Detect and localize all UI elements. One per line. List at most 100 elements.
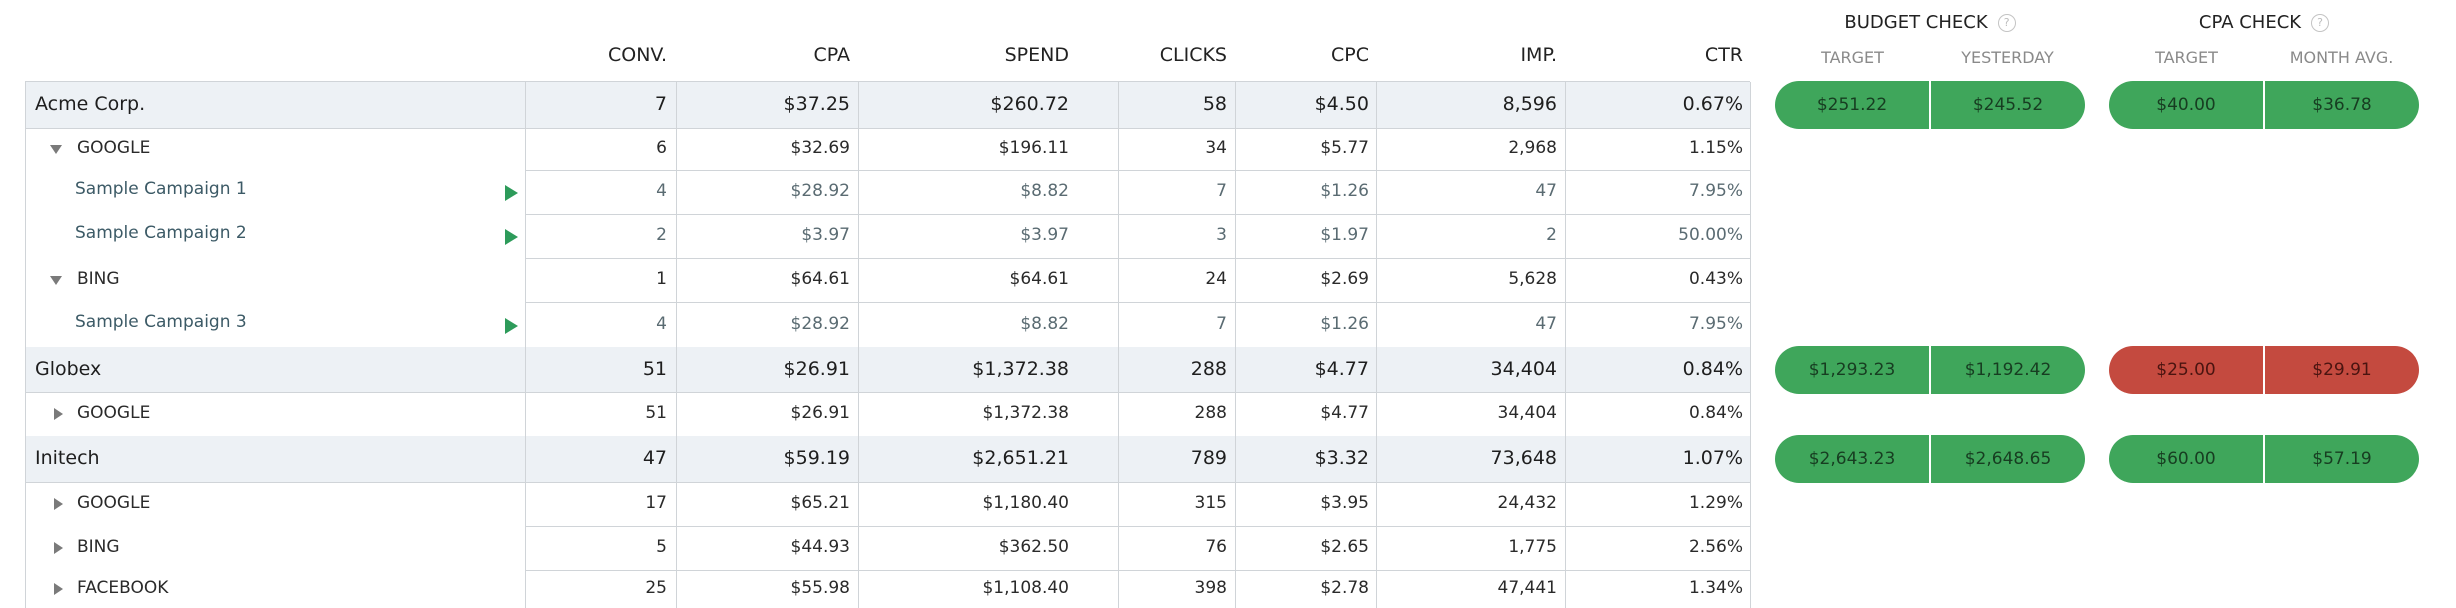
cell-imp: 47 [1535, 181, 1557, 202]
cell-cpa: $28.92 [790, 181, 850, 202]
column-divider [858, 436, 859, 482]
column-divider [1565, 347, 1566, 392]
column-divider [676, 128, 677, 170]
column-divider [858, 482, 859, 526]
column-divider [1235, 302, 1236, 347]
column-divider [1565, 214, 1566, 258]
column-divider [1235, 258, 1236, 302]
column-divider [1118, 82, 1119, 128]
cell-spend: $8.82 [1020, 181, 1069, 202]
network-name[interactable]: BING [77, 269, 120, 290]
cell-ctr: 1.34% [1688, 578, 1743, 599]
column-header-conv[interactable]: CONV. [607, 44, 667, 66]
cell-cpc: $1.26 [1320, 181, 1369, 202]
play-icon[interactable] [505, 185, 518, 201]
network-name[interactable]: GOOGLE [77, 138, 151, 159]
column-divider [1118, 526, 1119, 570]
cell-imp: 24,432 [1497, 493, 1557, 514]
column-divider [525, 302, 526, 347]
row-divider [525, 302, 1750, 303]
account-row[interactable] [25, 82, 1750, 128]
column-divider [1565, 392, 1566, 436]
network-name[interactable]: FACEBOOK [77, 578, 169, 599]
cell-imp: 5,628 [1508, 269, 1557, 290]
column-divider [1565, 302, 1566, 347]
caret-right-icon[interactable] [54, 408, 63, 420]
cell-clicks: 24 [1205, 269, 1227, 290]
column-divider [1750, 128, 1751, 170]
caret-down-icon[interactable] [50, 276, 62, 285]
column-divider [858, 170, 859, 214]
cell-cpc: $3.95 [1320, 493, 1369, 514]
cpa-target-value: $60.00 [2109, 435, 2263, 483]
cell-clicks: 7 [1216, 313, 1227, 334]
network-name[interactable]: GOOGLE [77, 493, 151, 514]
caret-right-icon[interactable] [54, 498, 63, 510]
cell-conv: 2 [656, 225, 667, 246]
cell-cpa: $44.93 [790, 537, 850, 558]
cell-spend: $196.11 [998, 138, 1069, 159]
cell-spend: $2,651.21 [972, 447, 1069, 470]
cell-cpc: $4.77 [1320, 403, 1369, 424]
budget-target-value: $2,643.23 [1775, 435, 1929, 483]
help-icon[interactable]: ? [2311, 14, 2330, 32]
campaign-name[interactable]: Sample Campaign 3 [75, 311, 247, 332]
caret-down-icon[interactable] [50, 145, 62, 154]
cell-conv: 51 [645, 403, 667, 424]
cell-conv: 4 [656, 313, 667, 334]
cell-cpc: $2.78 [1320, 578, 1369, 599]
column-header-imp[interactable]: IMP. [1520, 44, 1557, 66]
column-divider [858, 302, 859, 347]
column-divider [1118, 170, 1119, 214]
campaign-name[interactable]: Sample Campaign 1 [75, 179, 247, 200]
column-header-cpc[interactable]: CPC [1331, 44, 1369, 66]
table-top-border [25, 81, 1750, 82]
column-divider [1118, 570, 1119, 608]
cell-conv: 6 [656, 138, 667, 159]
column-divider [525, 128, 526, 170]
budget-target-subheader: TARGET [1821, 48, 1884, 67]
cell-clicks: 288 [1194, 403, 1227, 424]
account-row[interactable] [25, 436, 1750, 482]
column-divider [1376, 258, 1377, 302]
cpa-check-title: CPA CHECK? [2109, 12, 2419, 33]
column-divider [1376, 570, 1377, 608]
column-divider [858, 128, 859, 170]
column-divider [525, 214, 526, 258]
column-divider [676, 347, 677, 392]
cell-ctr: 1.15% [1688, 138, 1743, 159]
network-name[interactable]: GOOGLE [77, 403, 151, 424]
column-divider [25, 570, 26, 608]
column-divider [1118, 214, 1119, 258]
column-header-clicks[interactable]: CLICKS [1159, 44, 1227, 66]
caret-right-icon[interactable] [54, 542, 63, 554]
help-icon[interactable]: ? [1997, 14, 2016, 32]
column-divider [1750, 482, 1751, 526]
column-divider [676, 258, 677, 302]
column-divider [25, 302, 26, 347]
column-header-cpa[interactable]: CPA [813, 44, 850, 66]
cell-spend: $64.61 [1009, 269, 1069, 290]
cell-clicks: 398 [1194, 578, 1227, 599]
play-icon[interactable] [505, 229, 518, 245]
column-divider [858, 526, 859, 570]
cell-imp: 2 [1546, 225, 1557, 246]
cell-ctr: 0.84% [1688, 403, 1743, 424]
cell-cpa: $3.97 [801, 225, 850, 246]
play-icon[interactable] [505, 317, 518, 334]
cell-ctr: 0.67% [1682, 93, 1743, 116]
cell-conv: 25 [645, 578, 667, 599]
campaign-name[interactable]: Sample Campaign 2 [75, 223, 247, 244]
column-header-ctr[interactable]: CTR [1704, 44, 1743, 66]
cell-conv: 7 [654, 93, 667, 116]
cpa-month-avg-value: $57.19 [2263, 435, 2419, 483]
caret-right-icon[interactable] [54, 583, 63, 595]
account-name: Initech [35, 447, 100, 470]
account-row[interactable] [25, 347, 1750, 392]
row-divider [525, 526, 1750, 527]
budget-yesterday-value: $1,192.42 [1929, 345, 2085, 394]
cpa-month-avg-value: $36.78 [2263, 81, 2419, 129]
column-header-spend[interactable]: SPEND [1004, 44, 1069, 66]
network-name[interactable]: BING [77, 537, 120, 558]
